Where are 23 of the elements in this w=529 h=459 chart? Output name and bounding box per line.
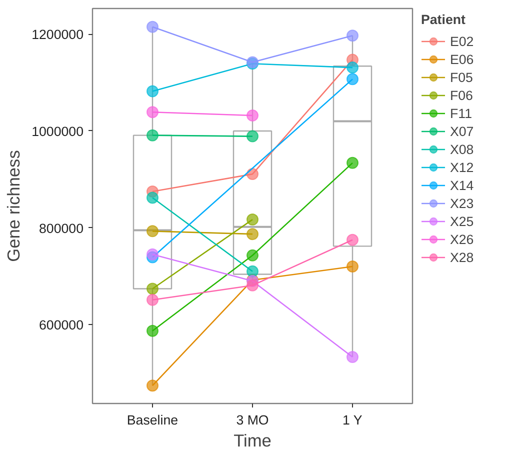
legend-label: X28 <box>450 248 474 266</box>
legend-label: E06 <box>450 50 474 68</box>
legend-label: F05 <box>450 68 473 86</box>
y-tick-label: 600000 <box>39 318 84 333</box>
y-tick-label: 1200000 <box>32 27 84 42</box>
x-tick-label: Baseline <box>126 412 178 428</box>
x-axis-title: Time <box>234 430 272 450</box>
legend-label: X26 <box>450 230 474 248</box>
legend-label: X07 <box>450 122 474 140</box>
legend-label: X25 <box>450 212 474 230</box>
legend-label: X23 <box>450 194 474 212</box>
legend-label: E02 <box>450 32 474 50</box>
legend-title: Patient <box>421 12 466 27</box>
y-axis-title: Gene richness <box>4 150 24 262</box>
legend-label: X14 <box>450 176 474 194</box>
legend-label: F11 <box>450 104 472 122</box>
y-tick-label: 800000 <box>39 220 84 236</box>
legend-label: X08 <box>450 140 474 158</box>
legend-label: F06 <box>450 86 473 104</box>
y-tick-label: 1000000 <box>32 124 84 139</box>
x-tick-label: 3 MO <box>236 412 269 428</box>
x-tick-label: 1 Y <box>342 412 362 428</box>
legend-label: X12 <box>450 158 474 176</box>
